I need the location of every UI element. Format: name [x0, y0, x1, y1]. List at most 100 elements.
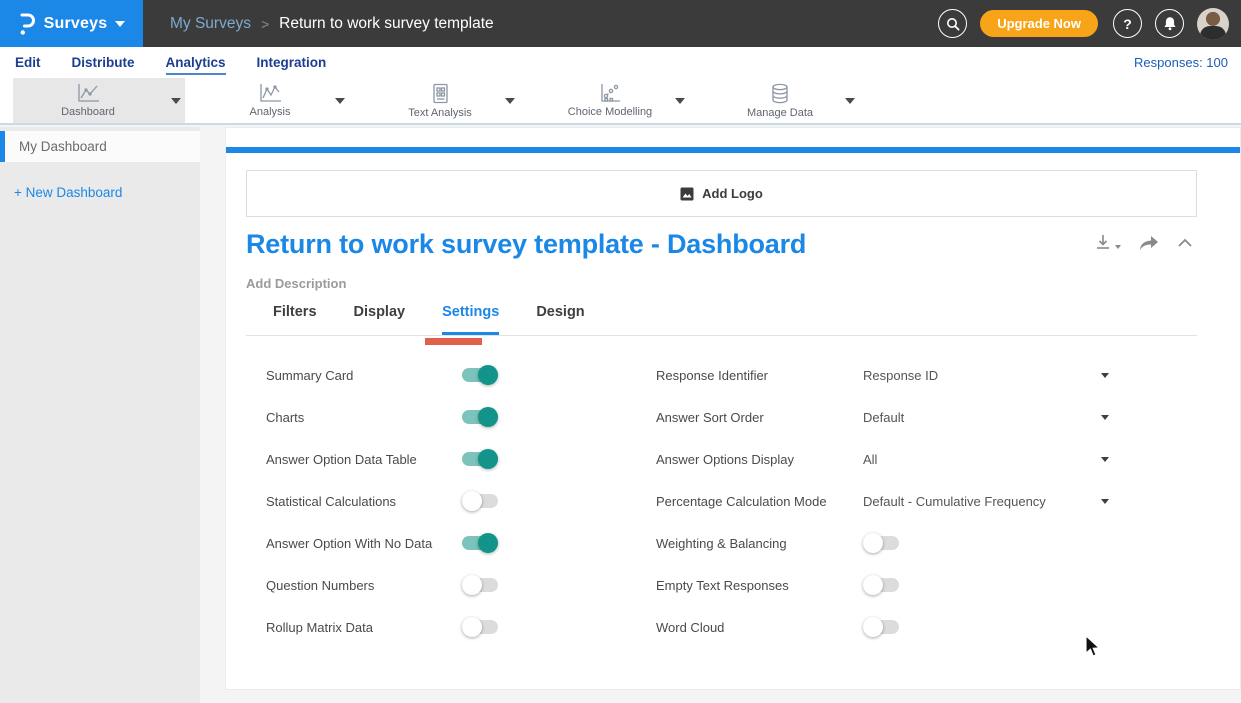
- share-button[interactable]: [1138, 234, 1160, 251]
- setting-row-answer-option-data-table: Answer Option Data Table: [266, 438, 498, 480]
- responses-count: Responses: 100: [1134, 55, 1228, 70]
- answer-options-display-select[interactable]: All: [863, 452, 1109, 467]
- product-name: Surveys: [43, 14, 108, 32]
- scatter-chart-icon: [598, 83, 622, 104]
- setting-row-empty-text-responses: Empty Text Responses: [656, 564, 1126, 606]
- answer-option-with-no-data-toggle[interactable]: [462, 533, 498, 553]
- chevron-up-icon: [1177, 238, 1193, 248]
- chevron-down-icon: [115, 20, 126, 27]
- setting-label: Answer Option Data Table: [266, 451, 417, 467]
- search-icon: [946, 17, 960, 31]
- toolbar-item-analysis[interactable]: Analysis: [215, 78, 349, 123]
- line-chart-icon: [75, 83, 101, 104]
- chevron-down-icon: [1101, 456, 1109, 462]
- settings-tab-annotation: [425, 338, 482, 345]
- tabs-divider: [246, 335, 1197, 336]
- help-button[interactable]: ?: [1113, 9, 1142, 38]
- nav-item-analytics[interactable]: Analytics: [165, 51, 226, 75]
- text-analysis-dropdown-caret-icon[interactable]: [505, 98, 515, 104]
- share-arrow-icon: [1138, 234, 1160, 251]
- dashboard-title[interactable]: Return to work survey template - Dashboa…: [246, 229, 807, 259]
- add-description-button[interactable]: Add Description: [246, 276, 347, 291]
- notifications-button[interactable]: [1155, 9, 1184, 38]
- select-value: All: [863, 451, 878, 467]
- answer-sort-order-select[interactable]: Default: [863, 410, 1109, 425]
- tab-filters[interactable]: Filters: [273, 304, 317, 320]
- setting-row-response-identifier: Response Identifier Response ID: [656, 354, 1126, 396]
- setting-row-word-cloud: Word Cloud: [656, 606, 1126, 648]
- nav-item-distribute[interactable]: Distribute: [71, 54, 135, 70]
- select-value: Default: [863, 409, 905, 425]
- toolbar-item-manage-data[interactable]: Manage Data: [725, 78, 859, 123]
- chevron-down-icon: [1101, 498, 1109, 504]
- breadcrumb-my-surveys[interactable]: My Surveys: [170, 14, 251, 32]
- setting-row-percentage-calculation-mode: Percentage Calculation Mode Default - Cu…: [656, 480, 1126, 522]
- setting-label: Charts: [266, 409, 305, 425]
- nav-item-edit[interactable]: Edit: [15, 54, 41, 70]
- percentage-calculation-mode-select[interactable]: Default - Cumulative Frequency: [863, 494, 1109, 509]
- weighting-balancing-toggle[interactable]: [863, 533, 899, 553]
- card-accent-bar: [226, 147, 1240, 153]
- nav-item-integration[interactable]: Integration: [256, 54, 327, 70]
- analytics-toolbar: Dashboard Analysis Text Analysis Choice …: [0, 78, 1241, 125]
- toolbar-item-dashboard[interactable]: Dashboard: [13, 78, 185, 123]
- choice-modelling-dropdown-caret-icon[interactable]: [675, 98, 685, 104]
- question-numbers-toggle[interactable]: [462, 575, 498, 595]
- setting-row-weighting-balancing: Weighting & Balancing: [656, 522, 1126, 564]
- setting-label: Weighting & Balancing: [656, 535, 787, 551]
- questionpro-logo-icon: [18, 12, 36, 36]
- dashboard-card: Add Logo Return to work survey template …: [225, 127, 1241, 690]
- setting-row-answer-options-display: Answer Options Display All: [656, 438, 1126, 480]
- toolbar-label-analysis: Analysis: [249, 106, 291, 118]
- manage-data-dropdown-caret-icon[interactable]: [845, 98, 855, 104]
- setting-row-charts: Charts: [266, 396, 498, 438]
- setting-label: Summary Card: [266, 367, 354, 383]
- dashboard-sidebar: My Dashboard + New Dashboard: [0, 127, 200, 703]
- tab-settings[interactable]: Settings: [442, 304, 500, 335]
- setting-row-answer-option-with-no-data: Answer Option With No Data: [266, 522, 498, 564]
- summary-card-toggle[interactable]: [462, 365, 498, 385]
- add-logo-button[interactable]: Add Logo: [246, 170, 1197, 217]
- collapse-button[interactable]: [1177, 238, 1193, 248]
- top-bar: Surveys My Surveys > Return to work surv…: [0, 0, 1241, 47]
- toolbar-label-manage-data: Manage Data: [746, 106, 814, 119]
- search-button[interactable]: [938, 9, 968, 38]
- setting-label: Word Cloud: [656, 619, 725, 635]
- setting-row-rollup-matrix-data: Rollup Matrix Data: [266, 606, 498, 648]
- breadcrumb-current-survey: Return to work survey template: [279, 14, 494, 32]
- setting-label: Rollup Matrix Data: [266, 619, 373, 635]
- add-logo-label: Add Logo: [702, 186, 763, 201]
- toolbar-label-choice-modelling: Choice Modelling: [567, 106, 653, 118]
- brand-menu[interactable]: Surveys: [0, 0, 143, 47]
- word-cloud-toggle[interactable]: [863, 617, 899, 637]
- select-value: Response ID: [863, 367, 939, 383]
- toolbar-item-choice-modelling[interactable]: Choice Modelling: [555, 78, 689, 123]
- response-identifier-select[interactable]: Response ID: [863, 368, 1109, 383]
- tab-display[interactable]: Display: [353, 304, 406, 320]
- empty-text-responses-toggle[interactable]: [863, 575, 899, 595]
- line-chart-icon: [257, 83, 283, 104]
- select-value: Default - Cumulative Frequency: [863, 493, 1046, 509]
- download-button[interactable]: [1094, 234, 1121, 251]
- statistical-calculations-toggle[interactable]: [462, 491, 498, 511]
- user-avatar[interactable]: [1197, 7, 1229, 40]
- sidebar-item-my-dashboard[interactable]: My Dashboard: [0, 131, 200, 162]
- toolbar-item-text-analysis[interactable]: Text Analysis: [385, 78, 519, 123]
- chevron-down-icon: [1101, 414, 1109, 420]
- setting-row-summary-card: Summary Card: [266, 354, 498, 396]
- tab-design[interactable]: Design: [536, 304, 585, 320]
- settings-select-column: Response Identifier Response ID Answer S…: [656, 354, 1126, 648]
- setting-label: Answer Option With No Data: [266, 535, 433, 551]
- answer-option-data-table-toggle[interactable]: [462, 449, 498, 469]
- rollup-matrix-data-toggle[interactable]: [462, 617, 498, 637]
- setting-row-answer-sort-order: Answer Sort Order Default: [656, 396, 1126, 438]
- dashboard-dropdown-caret-icon[interactable]: [171, 98, 181, 104]
- analysis-dropdown-caret-icon[interactable]: [335, 98, 345, 104]
- chevron-down-icon: [1101, 372, 1109, 378]
- bell-icon: [1163, 16, 1177, 31]
- new-dashboard-button[interactable]: + New Dashboard: [14, 185, 123, 200]
- breadcrumb-separator: >: [260, 15, 270, 32]
- charts-toggle[interactable]: [462, 407, 498, 427]
- upgrade-now-button[interactable]: Upgrade Now: [980, 10, 1098, 37]
- download-caret-icon: [1115, 244, 1121, 249]
